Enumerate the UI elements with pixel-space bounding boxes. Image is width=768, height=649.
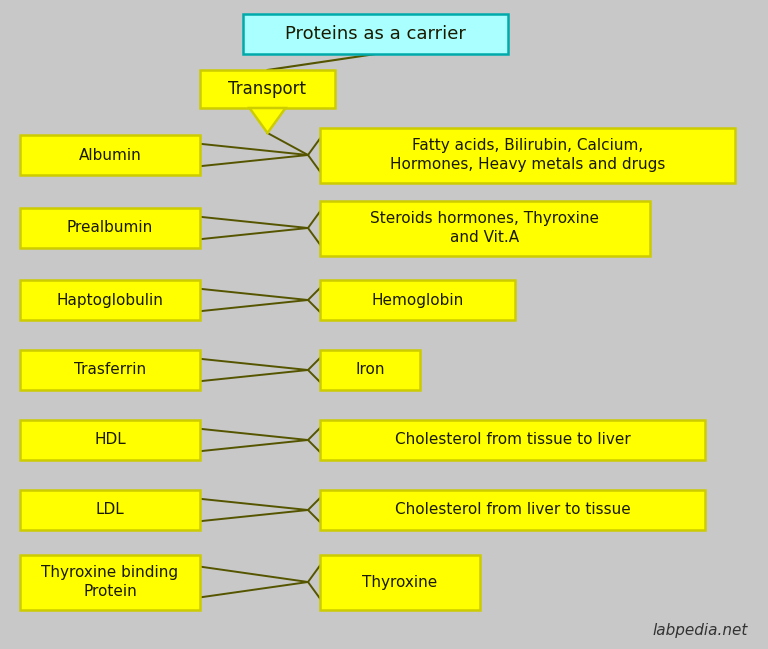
Text: LDL: LDL — [96, 502, 124, 517]
Text: labpedia.net: labpedia.net — [653, 623, 748, 638]
Text: Thyroxine binding
Protein: Thyroxine binding Protein — [41, 565, 179, 599]
FancyBboxPatch shape — [200, 70, 335, 108]
FancyBboxPatch shape — [20, 350, 200, 390]
Text: Cholesterol from liver to tissue: Cholesterol from liver to tissue — [395, 502, 631, 517]
Text: Fatty acids, Bilirubin, Calcium,
Hormones, Heavy metals and drugs: Fatty acids, Bilirubin, Calcium, Hormone… — [390, 138, 665, 172]
Text: Cholesterol from tissue to liver: Cholesterol from tissue to liver — [395, 432, 631, 448]
FancyBboxPatch shape — [243, 14, 508, 54]
FancyBboxPatch shape — [320, 280, 515, 320]
Text: Iron: Iron — [356, 363, 385, 378]
FancyBboxPatch shape — [20, 490, 200, 530]
Text: Hemoglobin: Hemoglobin — [372, 293, 464, 308]
FancyBboxPatch shape — [320, 127, 735, 182]
FancyBboxPatch shape — [20, 280, 200, 320]
FancyBboxPatch shape — [20, 135, 200, 175]
FancyBboxPatch shape — [320, 201, 650, 256]
FancyBboxPatch shape — [20, 420, 200, 460]
Text: Haptoglobulin: Haptoglobulin — [57, 293, 164, 308]
Text: Proteins as a carrier: Proteins as a carrier — [285, 25, 466, 43]
Text: Thyroxine: Thyroxine — [362, 574, 438, 589]
Text: HDL: HDL — [94, 432, 126, 448]
FancyBboxPatch shape — [320, 554, 480, 609]
FancyBboxPatch shape — [320, 490, 705, 530]
FancyBboxPatch shape — [320, 420, 705, 460]
Text: Albumin: Albumin — [78, 147, 141, 162]
FancyBboxPatch shape — [20, 554, 200, 609]
Polygon shape — [250, 108, 286, 133]
Text: Steroids hormones, Thyroxine
and Vit.A: Steroids hormones, Thyroxine and Vit.A — [370, 211, 600, 245]
Text: Transport: Transport — [229, 80, 306, 98]
Text: Trasferrin: Trasferrin — [74, 363, 146, 378]
FancyBboxPatch shape — [320, 350, 420, 390]
FancyBboxPatch shape — [20, 208, 200, 248]
Text: Prealbumin: Prealbumin — [67, 221, 153, 236]
